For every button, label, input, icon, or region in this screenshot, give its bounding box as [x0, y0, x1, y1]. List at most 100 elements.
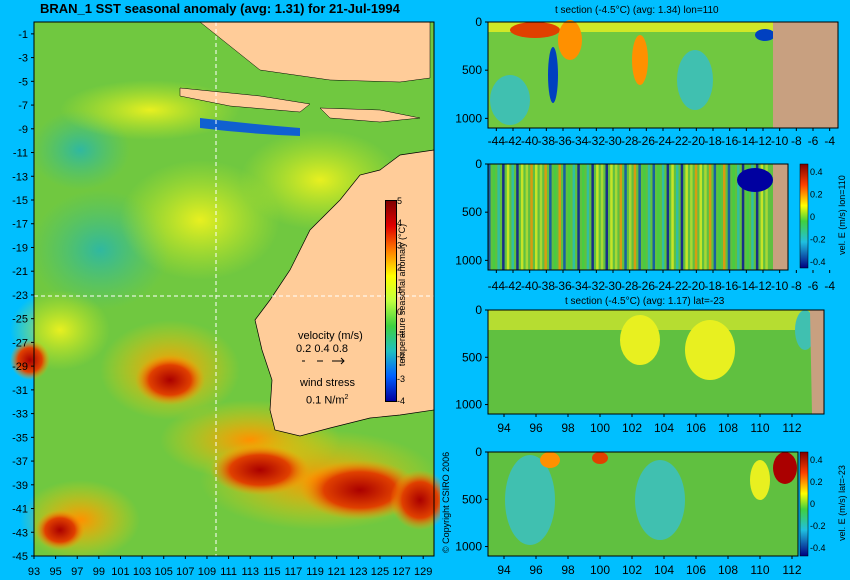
lat-tick-label: -21	[12, 266, 28, 278]
velocity-stripe	[516, 164, 519, 270]
section-x-tick-label: -20	[688, 134, 706, 148]
sst-map: -1-3-5-7-9-11-13-15-17-19-21-23-25-27-29…	[10, 21, 440, 578]
lon-tick-label: 127	[392, 566, 410, 578]
lon-tick-label: 93	[28, 566, 40, 578]
velocity-stripe	[511, 164, 514, 270]
section-y-tick-label: 0	[475, 157, 482, 171]
velocity-stripe	[666, 164, 670, 270]
lon-tick-label: 101	[111, 566, 129, 578]
panel3-title: t section (-4.5°C) (avg: 1.17) lat=-23	[565, 296, 725, 307]
velocity-stripe	[596, 164, 599, 270]
section-x-tick-label: -38	[538, 134, 556, 148]
section-x-tick-label: -6	[808, 134, 819, 148]
velocity-colorbar-tick-label: 0.4	[810, 167, 823, 177]
lat-tick-label: -5	[18, 76, 28, 88]
velocity-stripe	[737, 164, 740, 270]
section-x-tick-label: -32	[588, 134, 606, 148]
velocity-colorbar-tick-label: 0.2	[810, 190, 823, 200]
velocity-stripe	[661, 164, 665, 270]
section-x-tick-label: -36	[554, 134, 572, 148]
section-y-tick-label: 1000	[455, 398, 482, 412]
section-x-tick-label: -44	[488, 279, 506, 293]
section-x-tick-label: -34	[571, 134, 589, 148]
section-x-tick-label: -22	[671, 134, 689, 148]
section-y-tick-label: 0	[475, 303, 482, 317]
section-x-tick-label: -10	[771, 134, 789, 148]
lon-tick-label: 103	[133, 566, 151, 578]
velocity-stripe	[605, 164, 608, 270]
section-x-tick-label: -40	[521, 134, 539, 148]
velocity-stripe	[723, 164, 726, 270]
velocity-stripe	[572, 164, 576, 270]
section-x-tick-label: -12	[754, 134, 772, 148]
colorbar-tick-label: 1	[397, 285, 402, 295]
cool-band	[200, 118, 300, 136]
lon-tick-label: 119	[306, 566, 324, 578]
velocity-stripe	[741, 164, 745, 270]
section-x-tick-label: 110	[750, 421, 769, 435]
section-x-tick-label: 98	[561, 563, 575, 577]
lat-tick-label: -25	[12, 314, 28, 326]
velocity-stripe	[558, 164, 561, 270]
section-x-tick-label: -8	[791, 134, 802, 148]
section-x-tick-label: 112	[782, 563, 801, 577]
panel2-colorbar	[799, 163, 809, 269]
velocity-stripe	[746, 164, 749, 270]
lon-tick-label: 109	[198, 566, 216, 578]
section-x-tick-label: 104	[654, 563, 674, 577]
colorbar-tick-label: -4	[397, 396, 405, 406]
section-x-tick-label: 106	[686, 563, 706, 577]
lat-tick-label: -41	[12, 504, 28, 516]
velocity-colorbar-tick-label: 0	[810, 212, 815, 222]
velocity-stripe	[718, 164, 721, 270]
section-y-tick-label: 0	[475, 15, 482, 29]
section-x-tick-label: -4	[824, 279, 835, 293]
colorbar-tick-label: 5	[397, 196, 402, 206]
lat-tick-label: -31	[12, 385, 28, 397]
velocity-stripe	[582, 164, 585, 270]
colorbar-tick-label: 0	[397, 307, 402, 317]
velocity-stripe	[638, 164, 641, 270]
section-x-tick-label: 102	[622, 563, 642, 577]
section-x-tick-label: -10	[771, 279, 789, 293]
wind-legend-value: 0.1 N/m2	[306, 394, 349, 407]
lat-tick-label: -37	[12, 456, 28, 468]
section-x-tick-label: -32	[588, 279, 606, 293]
section-x-tick-label: -26	[638, 134, 656, 148]
velocity-stripe	[624, 164, 627, 270]
section-x-tick-label: -30	[604, 279, 622, 293]
section-x-tick-label: -8	[791, 279, 802, 293]
velocity-stripe	[652, 164, 655, 270]
velocity-stripe	[633, 164, 637, 270]
section-y-tick-label: 1000	[455, 540, 482, 554]
section-x-tick-label: 110	[750, 563, 769, 577]
section-y-tick-label: 1000	[455, 253, 482, 267]
section-x-tick-label: -22	[671, 279, 689, 293]
lat-tick-label: -9	[18, 124, 28, 136]
section-x-tick-label: -18	[704, 134, 722, 148]
lat-tick-label: -33	[12, 409, 28, 421]
lat-tick-label: -27	[12, 337, 28, 349]
section-x-tick-label: -40	[521, 279, 539, 293]
lon-tick-label: 125	[371, 566, 389, 578]
section-x-tick-label: -26	[638, 279, 656, 293]
lon-tick-label: 123	[349, 566, 367, 578]
lon-tick-label: 113	[241, 566, 259, 578]
velocity-stripe	[553, 164, 557, 270]
section-panels: -44 -42 -40 -38 -36 -34 -32 -30 -28 -26 -24 -22 -20-…	[455, 15, 839, 577]
velocity-stripe	[690, 164, 693, 270]
lat-tick-label: -39	[12, 480, 28, 492]
lon-tick-label: 117	[285, 566, 303, 578]
lon-tick-label: 97	[71, 566, 83, 578]
velocity-stripe	[708, 164, 712, 270]
panel2-plot	[487, 163, 789, 271]
lat-tick-label: -15	[12, 195, 28, 207]
lat-tick-label: -13	[12, 171, 28, 183]
lat-tick-label: -29	[12, 361, 28, 373]
velocity-stripe	[591, 164, 594, 270]
section-x-tick-label: -42	[504, 279, 522, 293]
section-x-tick-label: -28	[621, 134, 639, 148]
velocity-stripe	[600, 164, 604, 270]
lon-tick-label: 99	[93, 566, 105, 578]
lat-tick-label: -43	[12, 527, 28, 539]
